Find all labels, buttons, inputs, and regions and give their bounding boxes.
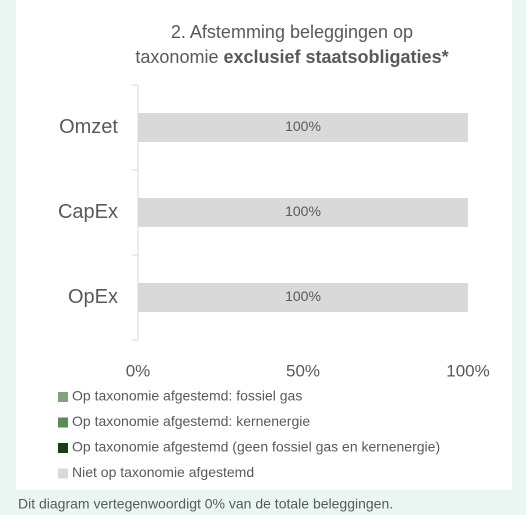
data-label: 100% (285, 288, 321, 304)
legend-swatch (58, 443, 68, 453)
chart-title: 2. Afstemming beleggingen op (171, 22, 413, 42)
chart-panel (16, 0, 512, 490)
bar-segment (138, 198, 468, 227)
legend-label: Op taxonomie afgestemd (geen fossiel gas… (72, 439, 440, 455)
data-label: 100% (285, 118, 321, 134)
footnote: Dit diagram vertegenwoordigt 0% van de t… (18, 496, 393, 512)
bar-segment (138, 283, 468, 312)
data-label: 100% (285, 203, 321, 219)
y-tick-label: CapEx (58, 201, 118, 223)
legend-swatch (58, 417, 68, 428)
legend-label: Op taxonomie afgestemd: kernenergie (72, 413, 310, 429)
y-tick-label: OpEx (68, 286, 118, 308)
bar-segment (138, 113, 468, 142)
legend-label: Niet op taxonomie afgestemd (72, 464, 254, 480)
chart-title: taxonomie exclusief staatsobligaties* (135, 47, 448, 67)
legend-label: Op taxonomie afgestemd: fossiel gas (72, 388, 302, 404)
legend-swatch (58, 392, 68, 402)
legend-swatch (58, 468, 68, 479)
y-tick-label: Omzet (59, 116, 118, 138)
x-tick-label: 50% (286, 361, 320, 380)
x-tick-label: 100% (446, 361, 489, 380)
chart-title-emphasis: exclusief staatsobligaties* (223, 47, 448, 67)
chart-title: taxonomie (135, 47, 218, 67)
x-tick-label: 0% (126, 361, 151, 380)
